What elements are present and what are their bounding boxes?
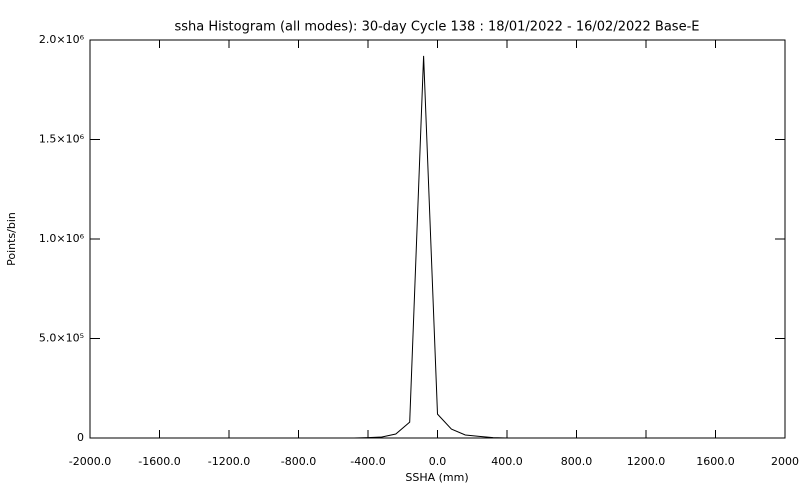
- plot-frame: [89, 39, 786, 439]
- x-tick-label: 800.0: [561, 455, 593, 468]
- y-tick-label: 5.0×10⁵: [39, 332, 84, 345]
- y-tick-label: 2.0×10⁶: [39, 33, 85, 46]
- y-tick-label: 1.5×10⁶: [39, 133, 85, 146]
- x-tick-label: -400.0: [350, 455, 385, 468]
- y-axis-label: Points/bin: [5, 212, 18, 266]
- x-axis-label: SSHA (mm): [405, 471, 468, 484]
- x-tick-label: -1600.0: [138, 455, 180, 468]
- x-tick-label: -800.0: [281, 455, 316, 468]
- x-tick-label: -1200.0: [208, 455, 250, 468]
- x-tick-label: -2000.0: [69, 455, 111, 468]
- x-tick-label: 400.0: [491, 455, 523, 468]
- y-tick-label: 1.0×10⁶: [39, 232, 85, 245]
- x-tick-label: 0.0: [429, 455, 447, 468]
- y-tick-label: 0: [77, 431, 84, 444]
- x-tick-label: 1200.0: [627, 455, 666, 468]
- x-tick-label: 1600.0: [696, 455, 735, 468]
- x-tick-label: 2000: [771, 455, 799, 468]
- histogram-line: [354, 55, 508, 439]
- chart-title: ssha Histogram (all modes): 30-day Cycle…: [175, 20, 700, 35]
